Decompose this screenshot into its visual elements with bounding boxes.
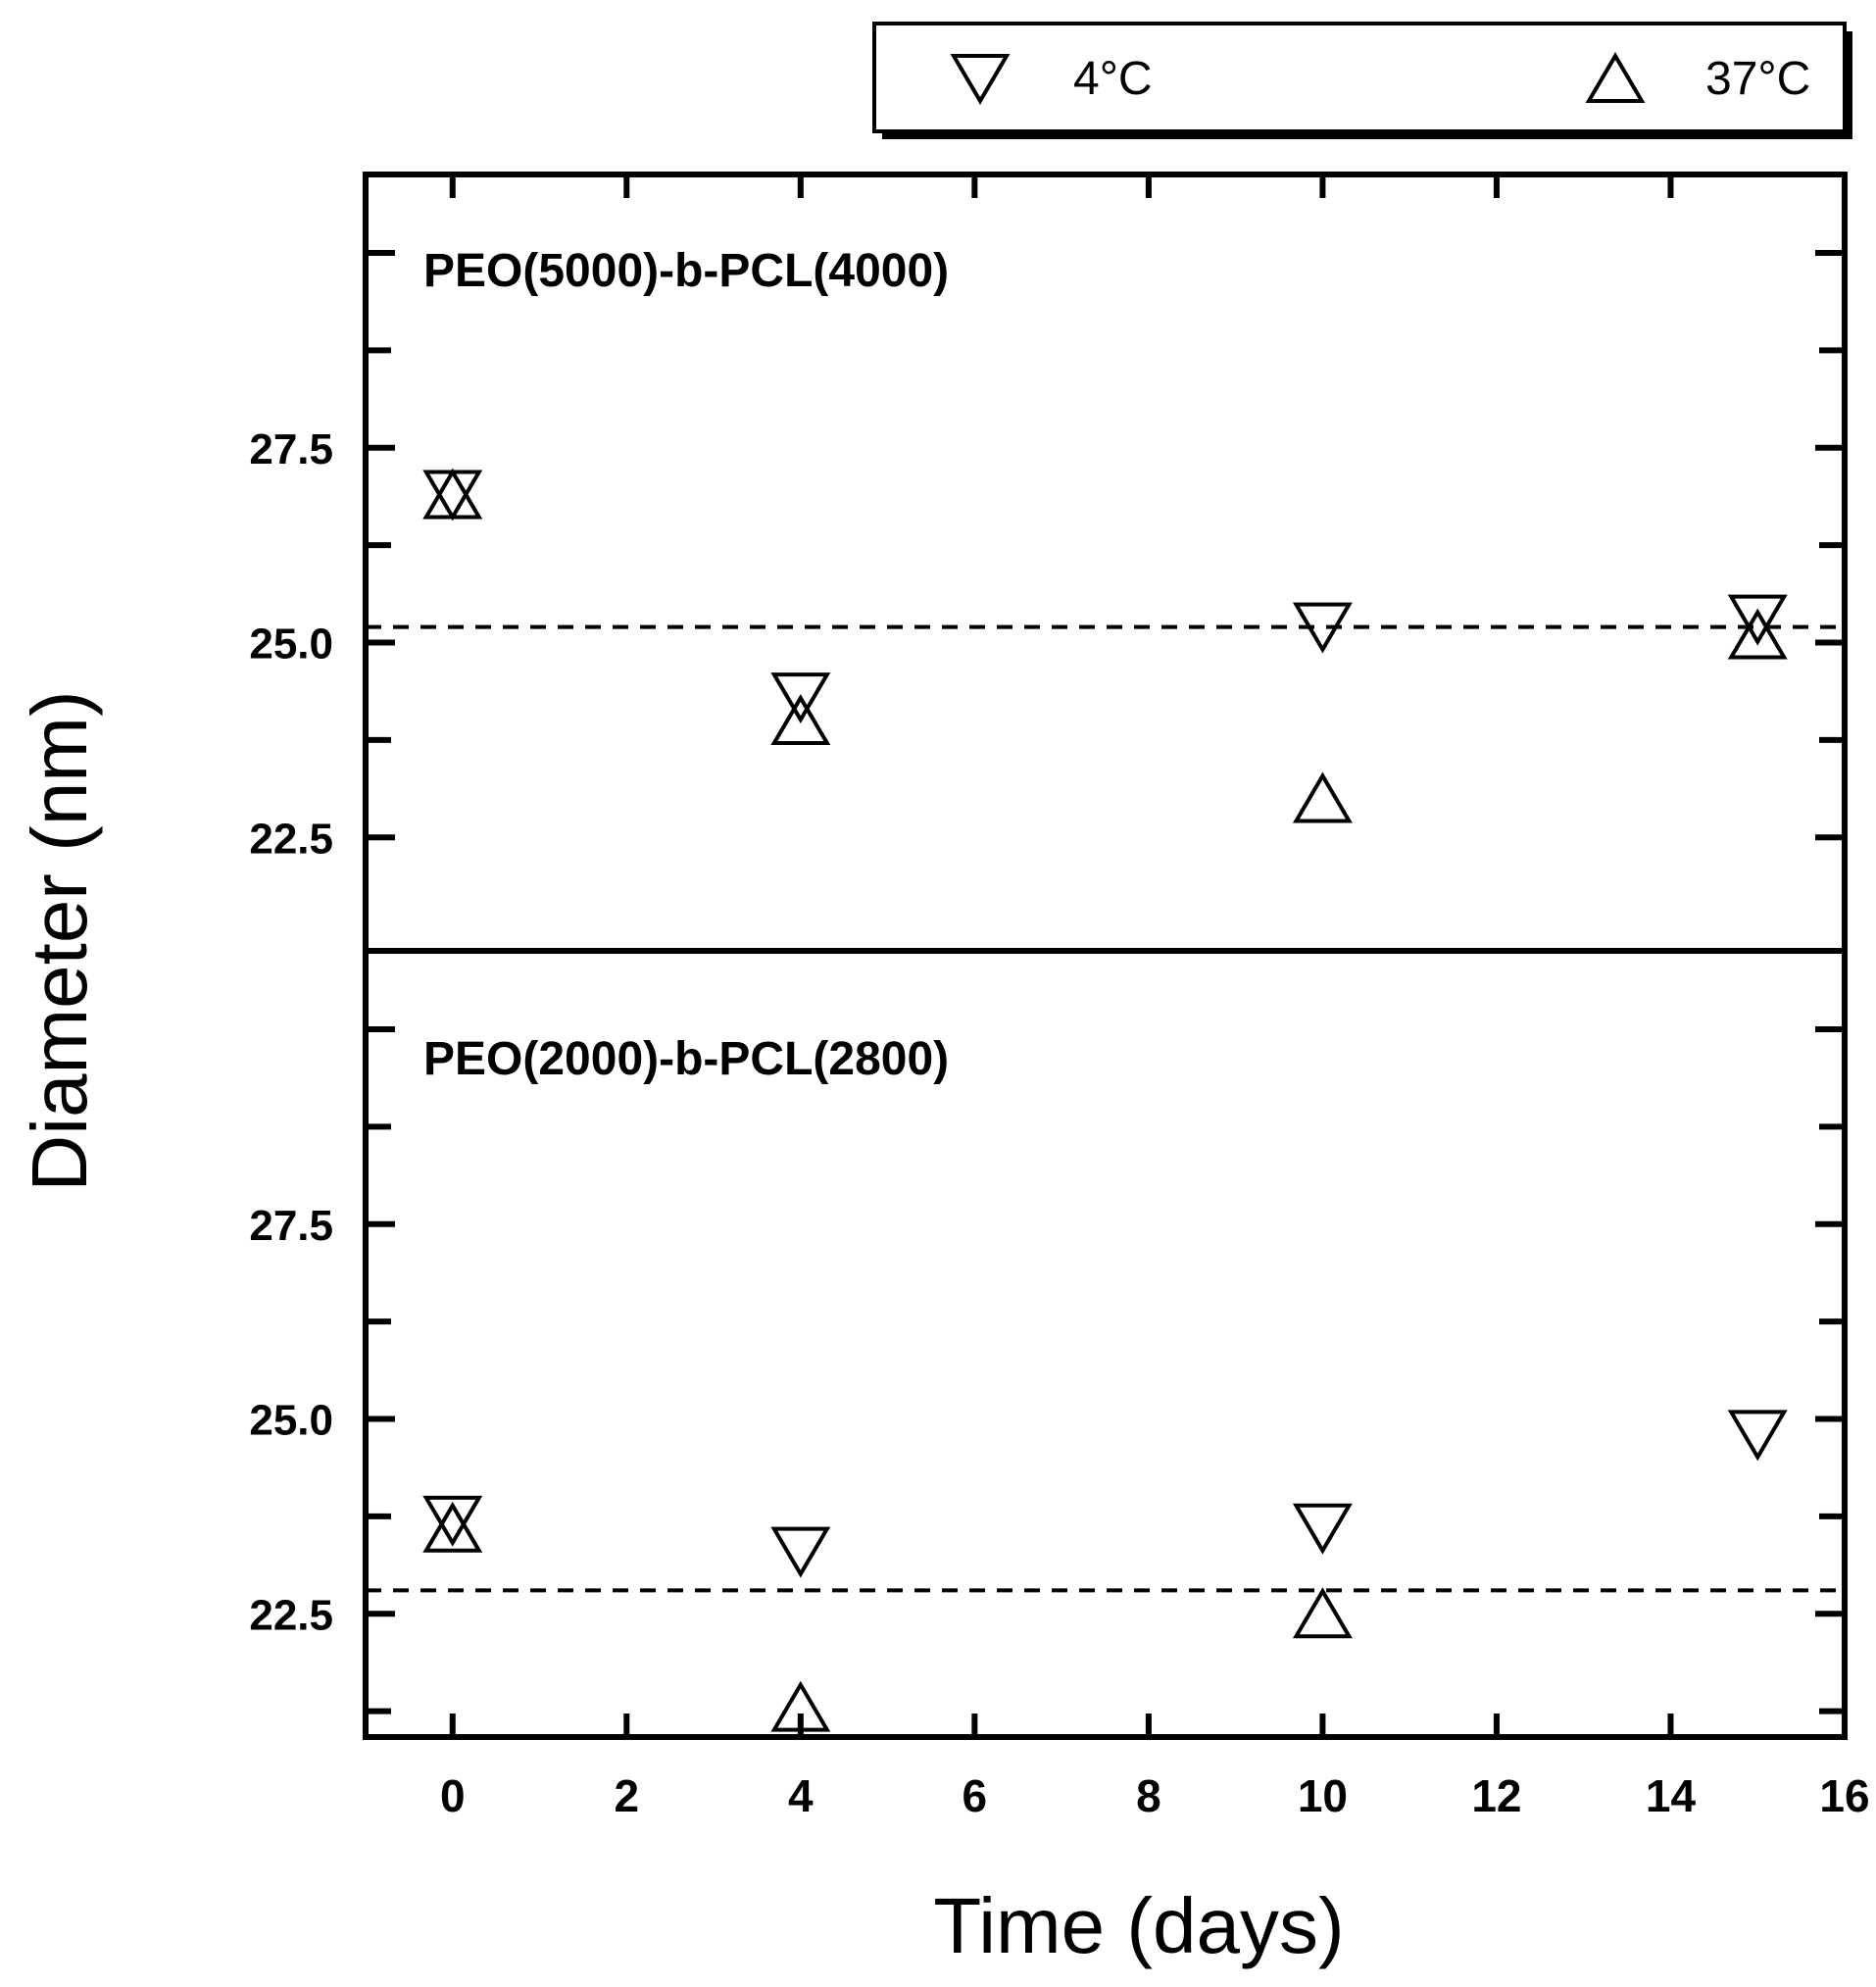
data-point-down [1727, 594, 1788, 646]
panel-2: 27.5 25.0 22.5 PEO(2000)-b-PCL(2800) [249, 948, 1848, 1740]
data-point-up [770, 1680, 831, 1732]
data-point-up [422, 1501, 483, 1553]
y-tick-label: 25.0 [249, 621, 333, 669]
legend: 4°C 37°C [872, 22, 1852, 139]
legend-marker-down [950, 54, 1011, 105]
data-point-up [1292, 771, 1353, 823]
data-point-up [770, 694, 831, 745]
y-tick-label: 27.5 [249, 1202, 333, 1250]
data-point-down [422, 470, 483, 522]
data-point-up [422, 468, 483, 520]
legend-marker-up [1585, 52, 1646, 103]
x-tick-label: 14 [1646, 1770, 1697, 1821]
data-point-down [770, 672, 831, 724]
data-point-up [1292, 1587, 1353, 1639]
x-axis-title: Time (days) [933, 1882, 1344, 1969]
x-tick-label: 12 [1471, 1770, 1521, 1821]
y-axis-title: Diameter (nm) [16, 690, 103, 1191]
y-tick-label: 22.5 [249, 1591, 333, 1639]
data-point-down [422, 1495, 483, 1547]
x-tick-label: 0 [440, 1770, 466, 1821]
x-tick-label: 2 [614, 1770, 639, 1821]
panel-label: PEO(5000)-b-PCL(4000) [423, 245, 949, 297]
legend-label: 37°C [1705, 53, 1810, 105]
y-tick-label: 22.5 [249, 815, 333, 863]
data-point-down [1292, 602, 1353, 654]
x-tick-label: 4 [788, 1770, 814, 1821]
x-tick-label: 16 [1819, 1770, 1869, 1821]
panel-1: 27.5 25.0 22.5 PEO(5000)-b-PCL(4000) [249, 172, 1848, 954]
panel-label: PEO(2000)-b-PCL(2800) [423, 1033, 949, 1085]
y-tick-label: 27.5 [249, 425, 333, 473]
legend-box [872, 22, 1847, 133]
x-tick-label: 10 [1298, 1770, 1348, 1821]
data-point-up [1727, 608, 1788, 660]
data-point-down [770, 1526, 831, 1578]
data-point-down [1292, 1503, 1353, 1555]
x-tick-label: 8 [1136, 1770, 1161, 1821]
panel-frame [363, 948, 1848, 1740]
x-tick-label: 6 [963, 1770, 988, 1821]
plot-panels: 27.5 25.0 22.5 PEO(5000)-b-PCL(4000) 27.5 25.… [249, 172, 1848, 1740]
legend-label: 4°C [1073, 53, 1153, 105]
y-tick-label: 25.0 [249, 1397, 333, 1445]
data-point-down [1727, 1410, 1788, 1462]
x-axis: 0 2 4 6 8 10 12 14 16 [440, 1770, 1870, 1821]
